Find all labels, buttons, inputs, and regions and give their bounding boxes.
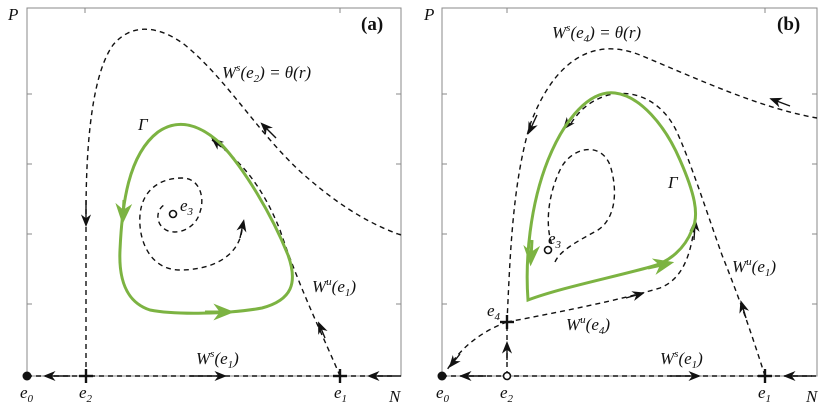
panel-a-wu-e1-label: Wu(e1) xyxy=(312,276,356,299)
panel-b-limit-cycle xyxy=(525,91,698,303)
panel-b-wu-e1-arrow-1 xyxy=(739,300,750,319)
panel-b-wu-e4-right xyxy=(506,227,695,323)
panel-a-ws-e2-curve xyxy=(85,28,402,376)
panel-b-e1-point xyxy=(758,369,772,383)
panel-a-cycle-arrow-down xyxy=(115,199,133,225)
panel-b-e3-label: e3 xyxy=(548,229,562,251)
panel-b-wu-e4-left xyxy=(446,321,508,371)
panel-b-ws-e4-label: Ws(e4) = θ(r) xyxy=(552,22,641,45)
panel-b-e2-point xyxy=(502,371,512,381)
panel-a-e2-label: e2 xyxy=(79,383,93,405)
panel-b-axis-x-label: N xyxy=(805,387,819,406)
panel-a-e1-point xyxy=(333,369,347,383)
panel-b-e3-point xyxy=(543,245,553,255)
panel-b-wu-e4-left-arrow xyxy=(448,353,461,368)
panel-a-axis-x-label: N xyxy=(388,387,402,406)
panel-b-tag: (b) xyxy=(777,14,800,35)
panel-a-ws-e2-arrow xyxy=(260,122,277,139)
panel-a-frame xyxy=(26,7,402,377)
panel-a-inner-spiral xyxy=(139,177,243,271)
panel-b-e4-point xyxy=(500,315,514,329)
panel-b-wu-e4-label: Wu(e4) xyxy=(566,314,610,337)
panel-b-e0-label: e0 xyxy=(436,383,450,405)
panel-b-axis-y-label: P xyxy=(423,5,434,24)
panel-b-wu-e1-label: Wu(e1) xyxy=(732,256,776,279)
panel-b-wu-e4-arrow-1 xyxy=(625,291,645,301)
panel-a-tag: (a) xyxy=(361,14,383,35)
panel-a-ws-e2-label: Ws(e2) = θ(r) xyxy=(222,62,311,85)
panel-a-wu-e1-curve xyxy=(211,139,341,377)
panel-a-e2-point xyxy=(79,369,93,383)
panel-b: P (b) N xyxy=(423,5,819,406)
panel-a-e0-point xyxy=(22,371,32,381)
panel-a-e3-label: e3 xyxy=(180,196,194,218)
panel-a-spiral-arrow xyxy=(236,219,247,239)
panel-b-ws-e4-arrow-2 xyxy=(769,97,791,108)
panel-b-ws-e1-label: Ws(e1) xyxy=(660,348,703,371)
panel-b-e4-label: e4 xyxy=(487,301,501,323)
panel-a-ws-e1-label: Ws(e1) xyxy=(196,348,239,371)
panel-a-e3-point xyxy=(168,209,178,219)
panel-a-e0-label: e0 xyxy=(20,383,34,405)
panel-b-frame xyxy=(441,7,818,377)
panel-b-ticks xyxy=(442,8,817,305)
panel-b-e1-label: e1 xyxy=(758,383,771,405)
panel-a-e1-label: e1 xyxy=(334,383,347,405)
panel-b-e2-label: e2 xyxy=(500,383,514,405)
panel-b-ws-e4-arrow-1 xyxy=(527,114,538,135)
panel-b-ws-e4-curve xyxy=(506,48,818,323)
panel-b-cycle-arrow-right xyxy=(647,258,675,275)
panel-a-limit-cycle xyxy=(118,122,294,315)
panel-a: P (a) N e0 xyxy=(7,5,402,406)
panel-b-gamma-label: Γ xyxy=(667,173,679,192)
panel-a-ticks xyxy=(27,8,401,305)
panel-a-wu-e1-arrow-1 xyxy=(318,321,328,339)
panel-a-axis-y-label: P xyxy=(7,5,18,24)
panel-b-cycle-arrow-down xyxy=(523,239,541,267)
panel-b-e0-point xyxy=(437,371,447,381)
panel-a-gamma-label: Γ xyxy=(137,115,149,134)
